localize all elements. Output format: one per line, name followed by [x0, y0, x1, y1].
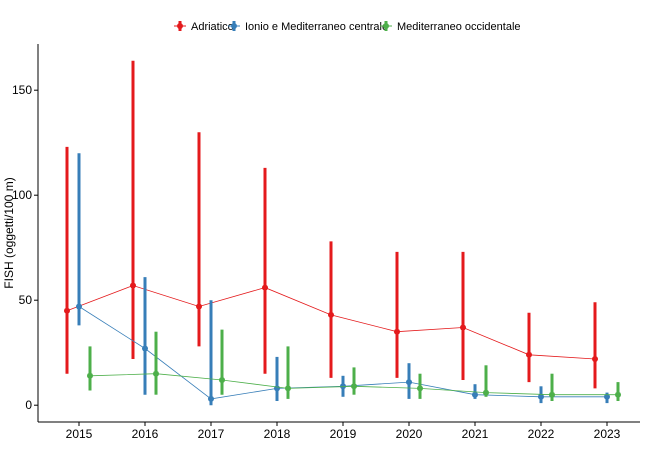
data-point — [328, 311, 334, 318]
x-tick-label: 2020 — [396, 427, 423, 441]
data-point — [394, 328, 400, 335]
x-tick-label: 2022 — [528, 427, 555, 441]
data-point — [219, 377, 225, 383]
y-tick-label: 0 — [25, 398, 32, 412]
data-point — [208, 395, 214, 402]
legend-label: Ionio e Mediterraneo centrale — [245, 21, 388, 33]
data-point — [196, 303, 202, 310]
x-tick-label: 2019 — [330, 427, 357, 441]
legend: Adriatico Ionio e Mediterraneo centrale Me… — [174, 21, 521, 33]
data-point — [130, 282, 136, 289]
data-point — [472, 391, 478, 398]
legend-key-point — [383, 23, 389, 29]
plot-area — [64, 60, 621, 406]
legend-key-point — [231, 23, 237, 29]
data-point — [406, 379, 412, 386]
x-tick-label: 2015 — [66, 427, 93, 441]
x-tick-label: 2016 — [132, 427, 159, 441]
axes — [37, 44, 640, 423]
series-2 — [87, 329, 621, 401]
x-ticks: 2015 2016 2017 2018 2019 2020 2021 2022 2023 — [66, 422, 621, 441]
data-point — [592, 356, 598, 362]
data-point — [351, 383, 357, 390]
data-point — [285, 385, 291, 392]
y-ticks: 0 50 100 150 — [12, 83, 38, 412]
data-point — [615, 391, 621, 398]
data-point — [549, 391, 555, 398]
y-tick-label: 100 — [12, 188, 32, 202]
legend-label: Adriatico — [191, 21, 234, 33]
data-point — [87, 372, 93, 379]
legend-item: Mediterraneo occidentale — [380, 21, 521, 33]
legend-item: Adriatico — [174, 21, 234, 33]
data-point — [538, 393, 544, 400]
legend-item: Ionio e Mediterraneo centrale — [228, 21, 388, 33]
data-point — [274, 385, 280, 392]
x-tick-label: 2018 — [264, 427, 291, 441]
y-tick-label: 50 — [19, 293, 33, 307]
data-point — [64, 307, 70, 314]
data-point — [262, 284, 268, 291]
series-0 — [64, 60, 598, 389]
data-point — [526, 351, 532, 358]
data-point — [460, 324, 466, 331]
x-tick-label: 2021 — [462, 427, 489, 441]
data-point — [483, 389, 489, 396]
y-tick-label: 150 — [12, 83, 32, 97]
data-point — [604, 393, 610, 400]
data-point — [417, 385, 423, 392]
data-point — [76, 303, 82, 310]
legend-label: Mediterraneo occidentale — [397, 21, 521, 33]
data-point — [153, 370, 159, 377]
legend-key-point — [177, 23, 183, 29]
data-point — [142, 345, 148, 352]
x-tick-label: 2017 — [198, 427, 225, 441]
y-axis-title: FISH (oggetti/100 m) — [2, 177, 16, 288]
x-tick-label: 2023 — [594, 427, 621, 441]
